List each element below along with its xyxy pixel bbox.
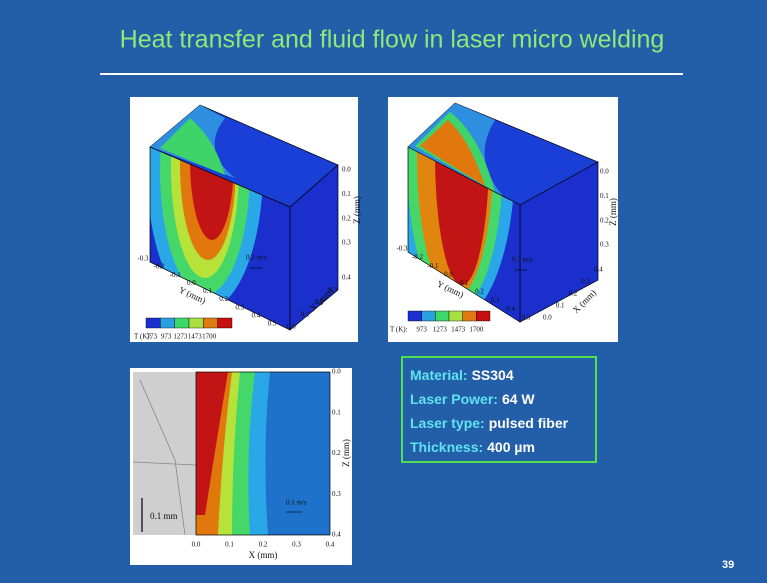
tick-label: 0.0 [444, 270, 453, 278]
legend-swatch [449, 311, 463, 321]
tick-label: 0.0 [543, 314, 552, 322]
legend-value: 1700 [202, 333, 217, 341]
tick-label: 0.2 [219, 295, 228, 303]
figure-3: 0.1 m/s 0.1 mm X (mm) Z (mm) [130, 368, 352, 565]
tick-label: 0.2 [342, 214, 351, 222]
info-box: Material:SS304 Laser Power:64 W Laser type… [402, 357, 596, 462]
legend-swatch [175, 318, 189, 328]
legend-swatch [435, 311, 449, 321]
tick-label: 0.2 [332, 449, 341, 457]
legend-swatch [146, 318, 160, 328]
tick-label: 0.0 [287, 323, 296, 331]
tick-label: 0.3 [342, 239, 351, 247]
info-row: Laser Power:64 W [410, 391, 535, 407]
tick-label: 0.1 [342, 190, 351, 198]
legend-value: 1273 [433, 326, 448, 334]
tick-label: -0.1 [427, 262, 439, 270]
tick-label: 0.1 [332, 408, 341, 416]
z-axis-label: Z (mm) [341, 439, 351, 467]
tick-label: 0.1 [600, 192, 609, 200]
legend-title: T (K): [134, 333, 152, 341]
tick-label: 0.5 [522, 314, 531, 322]
x-axis-label: X (mm) [249, 550, 278, 560]
legend-swatch [203, 318, 217, 328]
tick-label: 0.4 [252, 311, 261, 319]
tick-label: 0.4 [506, 305, 515, 313]
info-value: 400 µm [487, 439, 535, 455]
velocity-label: 0.3 m/s [512, 256, 533, 264]
legend-title: T (K): [390, 326, 408, 334]
tick-label: 0.4 [332, 531, 341, 539]
z-axis-label: Z (mm) [608, 198, 618, 226]
legend-swatch [160, 318, 174, 328]
tick-label: 0.4 [342, 274, 351, 282]
tick-label: 0.3 [235, 303, 244, 311]
legend-swatch [463, 311, 477, 321]
legend-swatch [218, 318, 232, 328]
legend-swatch [408, 311, 422, 321]
tick-label: 0.0 [600, 168, 609, 176]
tick-label: 0.0 [332, 368, 341, 376]
tick-label: 0.2 [259, 541, 268, 549]
tick-label: 0.2 [315, 298, 324, 306]
tick-label: -0.1 [170, 271, 182, 279]
tick-label: 0.3 [292, 541, 301, 549]
info-label: Laser type: [410, 415, 485, 431]
legend-value: 1273 [173, 333, 188, 341]
scale-bar-label: 0.1 mm [150, 511, 178, 521]
info-value: pulsed fiber [489, 415, 569, 431]
legend-value: 1700 [469, 326, 484, 334]
info-value: SS304 [472, 367, 514, 383]
legend-swatch [476, 311, 490, 321]
tick-label: 0.2 [569, 290, 578, 298]
slide-title: Heat transfer and fluid flow in laser mi… [120, 26, 665, 54]
tick-label: 0.1 [301, 310, 310, 318]
legend-value: 973 [161, 333, 172, 341]
legend-swatch [189, 318, 203, 328]
info-row: Laser type:pulsed fiber [410, 415, 569, 431]
tick-label: 0.3 [600, 241, 609, 249]
tick-label: 0.3 [328, 286, 337, 294]
info-label: Thickness: [410, 439, 483, 455]
tick-label: 0.5 [268, 320, 277, 328]
legend-swatch [422, 311, 436, 321]
z-axis-label: Z (mm) [352, 196, 362, 224]
tick-label: -0.2 [154, 263, 166, 271]
slide: Heat transfer and fluid flow in laser mi… [0, 0, 767, 583]
tick-label: 0.0 [187, 279, 196, 287]
tick-label: 0.1 [203, 287, 212, 295]
tick-label: 0.4 [326, 541, 335, 549]
legend-value: 1473 [188, 333, 203, 341]
tick-label: 0.1 [556, 302, 565, 310]
page-number: 39 [722, 559, 734, 571]
legend-value: 1473 [451, 326, 466, 334]
velocity-label: 0.2 m/s [246, 254, 267, 262]
tick-label: 0.1 [225, 541, 234, 549]
tick-label: 0.0 [192, 541, 201, 549]
tick-label: -0.3 [396, 245, 408, 253]
legend-value: 973 [416, 326, 427, 334]
tick-label: -0.3 [137, 255, 149, 263]
tick-label: 0.3 [332, 490, 341, 498]
page: {"title": "Heat transfer and fluid flow … [0, 0, 767, 583]
info-label: Material: [410, 367, 468, 383]
tick-label: 0.1 [460, 279, 469, 287]
tick-label: -0.2 [412, 253, 424, 261]
info-row: Thickness:400 µm [410, 439, 535, 455]
info-row: Material:SS304 [410, 367, 514, 383]
tick-label: 0.3 [581, 278, 590, 286]
tick-label: 0.4 [594, 266, 603, 274]
tick-label: 0.2 [475, 288, 484, 296]
tick-label: 0.2 [600, 216, 609, 224]
velocity-label: 0.1 m/s [286, 499, 307, 507]
tick-label: 0.3 [491, 296, 500, 304]
info-value: 64 W [502, 391, 535, 407]
info-label: Laser Power: [410, 391, 498, 407]
tick-label: 0.0 [342, 166, 351, 174]
